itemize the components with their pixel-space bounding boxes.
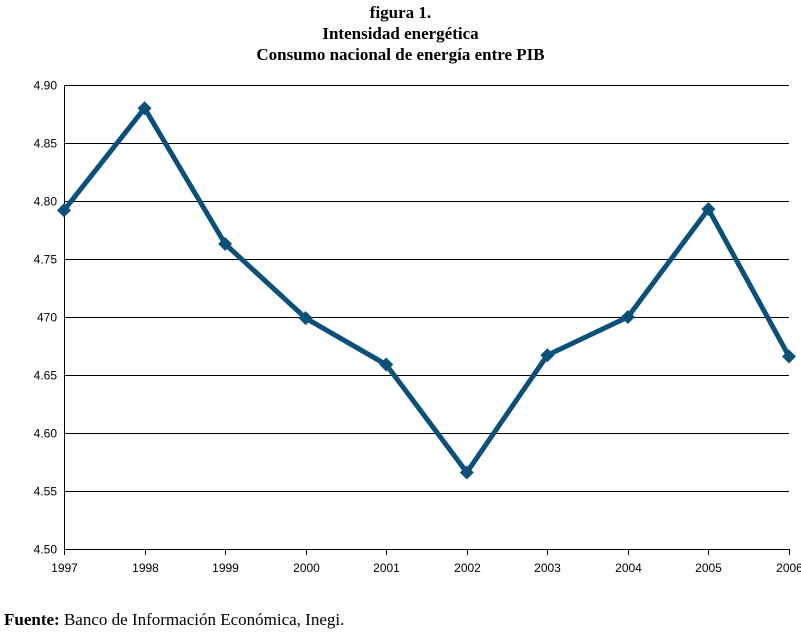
x-tick-label: 2006 [776, 561, 801, 575]
x-tick-label: 2000 [293, 561, 320, 575]
source-text: Banco de Información Económica, Inegi. [59, 610, 345, 629]
x-tick-label: 2005 [695, 561, 722, 575]
grid-lines [64, 85, 789, 492]
y-tick-label: 4.90 [34, 79, 58, 93]
series-line [61, 105, 792, 475]
x-tick-label: 2003 [534, 561, 561, 575]
data-point-marker [701, 202, 716, 217]
line-chart: 4.50 4.55 4.60 4.65 470 4.75 4.80 4.85 4.90 1997… [34, 79, 801, 576]
y-tick-label: 4.55 [34, 485, 58, 499]
data-point-marker [218, 236, 233, 251]
x-tick-label: 2001 [373, 561, 400, 575]
source-label: Fuente: [4, 610, 60, 629]
data-series [61, 105, 792, 475]
data-point-marker [298, 311, 313, 326]
chart-title: Intensidad energética [322, 24, 479, 43]
x-tick-label: 2002 [454, 561, 481, 575]
data-point-marker [57, 203, 71, 218]
y-tick-label: 4.65 [34, 369, 58, 383]
x-tick-label: 1997 [51, 561, 78, 575]
data-point-marker [137, 101, 152, 116]
y-axis-tick-labels: 4.50 4.55 4.60 4.65 470 4.75 4.80 4.85 4.90 [34, 79, 58, 557]
data-point-marker [620, 310, 635, 324]
data-markers [57, 101, 796, 480]
y-tick-label: 4.75 [34, 253, 58, 267]
source-note: Fuente: Banco de Información Económica, … [4, 610, 344, 630]
x-tick-label: 1998 [132, 561, 159, 575]
figure-number: figura 1. [369, 3, 432, 22]
y-tick-label: 470 [37, 311, 57, 325]
data-point-marker [540, 348, 555, 363]
axes [64, 85, 790, 555]
y-tick-label: 4.80 [34, 195, 58, 209]
y-tick-label: 4.50 [34, 543, 58, 557]
x-axis-tick-labels: 1997 1998 1999 2000 2001 2002 2003 2004 2005 2006 [51, 561, 801, 575]
y-tick-label: 4.60 [34, 427, 58, 441]
x-tick-label: 2004 [615, 561, 642, 575]
y-tick-label: 4.85 [34, 137, 58, 151]
data-point-marker [782, 349, 796, 364]
chart-subtitle: Consumo nacional de energía entre PIB [256, 45, 545, 64]
data-point-marker [379, 357, 394, 372]
data-point-marker [459, 465, 474, 480]
x-tick-label: 1999 [212, 561, 239, 575]
chart-title-block: figura 1. Intensidad energética Consumo … [0, 2, 801, 65]
